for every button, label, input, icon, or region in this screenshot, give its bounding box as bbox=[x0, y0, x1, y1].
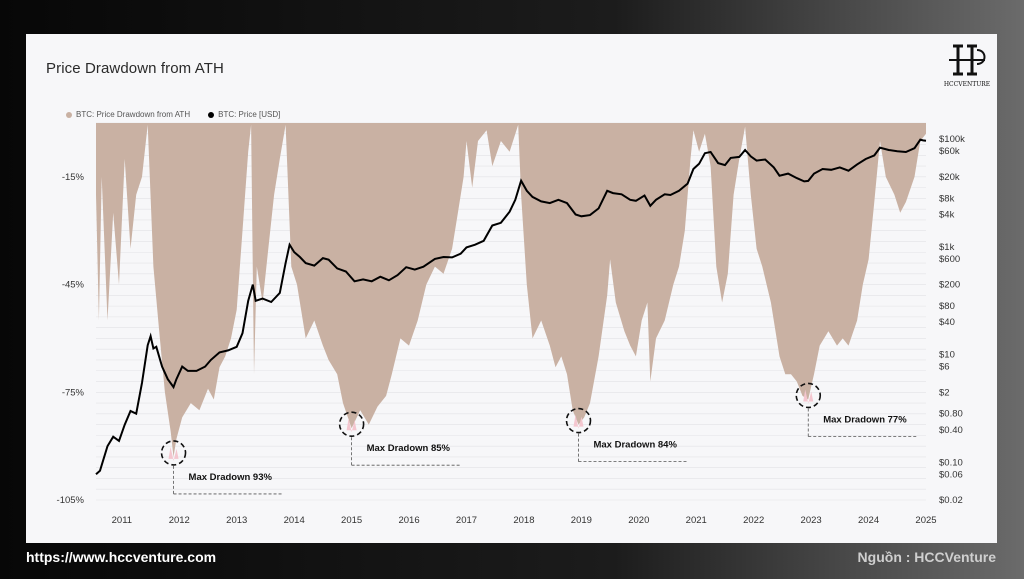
chart-legend: BTC: Price Drawdown from ATH BTC: Price … bbox=[66, 110, 280, 119]
x-tick-label: 2017 bbox=[456, 515, 477, 526]
drawdown-area bbox=[96, 123, 926, 457]
chart-title: Price Drawdown from ATH bbox=[46, 60, 224, 77]
x-tick-label: 2011 bbox=[112, 515, 132, 526]
hccventure-logo: HCCVENTURE bbox=[943, 42, 991, 88]
x-tick-label: 2025 bbox=[915, 515, 936, 526]
y-right-tick-label: $1k bbox=[939, 242, 955, 253]
annotation-label: Max Dradown 77% bbox=[823, 414, 907, 425]
legend-swatch-drawdown bbox=[66, 111, 72, 118]
legend-label-price: BTC: Price [USD] bbox=[218, 110, 281, 119]
y-right-tick-label: $10 bbox=[939, 350, 955, 361]
y-right-tick-label: $60k bbox=[939, 146, 960, 157]
chart-panel: Price Drawdown from ATH HCCVENTURE BTC: … bbox=[26, 34, 997, 543]
x-tick-label: 2013 bbox=[226, 515, 247, 526]
x-tick-label: 2022 bbox=[743, 515, 764, 526]
website-link[interactable]: https://www.hccventure.com bbox=[26, 549, 217, 565]
x-tick-label: 2021 bbox=[686, 515, 707, 526]
y-axis-left: -15% -45% -75% -105% bbox=[57, 172, 85, 506]
y-left-tick-label: -45% bbox=[62, 280, 85, 291]
y-right-tick-label: $600 bbox=[939, 254, 960, 265]
legend-item-drawdown[interactable]: BTC: Price Drawdown from ATH bbox=[66, 110, 190, 119]
y-right-tick-label: $0.10 bbox=[939, 457, 963, 468]
max-drawdown-highlight bbox=[168, 446, 179, 461]
max-drawdown-highlight bbox=[346, 418, 357, 433]
y-right-tick-label: $0.02 bbox=[939, 495, 963, 506]
y-right-tick-label: $0.40 bbox=[939, 425, 963, 436]
max-drawdown-circle bbox=[565, 407, 592, 434]
x-tick-label: 2016 bbox=[398, 515, 419, 526]
y-right-tick-label: $4k bbox=[939, 210, 955, 221]
y-right-tick-label: $20k bbox=[939, 172, 960, 183]
source-credit: Nguồn : HCCVenture bbox=[857, 549, 996, 565]
y-right-tick-label: $100k bbox=[939, 134, 965, 145]
x-tick-label: 2018 bbox=[513, 515, 534, 526]
x-tick-label: 2023 bbox=[801, 515, 822, 526]
y-right-tick-label: $80 bbox=[939, 301, 955, 312]
legend-item-price[interactable]: BTC: Price [USD] bbox=[208, 110, 280, 119]
annotation-label: Max Dradown 85% bbox=[367, 443, 451, 454]
y-right-tick-label: $2 bbox=[939, 387, 950, 398]
x-tick-label: 2012 bbox=[169, 515, 190, 526]
logo-text: HCCVENTURE bbox=[943, 81, 991, 88]
max-drawdown-circle bbox=[160, 440, 187, 466]
drawdown-chart: Max Dradown 93% Max Dradown 85% Max Dradow… bbox=[57, 122, 965, 526]
y-right-tick-label: $6 bbox=[939, 362, 950, 373]
y-right-tick-label: $8k bbox=[939, 193, 955, 204]
annotations: Max Dradown 93% Max Dradown 85% Max Dradow… bbox=[160, 382, 919, 495]
y-left-tick-label: -15% bbox=[62, 172, 85, 183]
annotation-label: Max Dradown 84% bbox=[593, 440, 677, 451]
y-right-tick-label: $0.80 bbox=[939, 409, 963, 420]
max-drawdown-circle bbox=[338, 411, 365, 437]
x-tick-label: 2024 bbox=[858, 515, 879, 526]
x-axis: 2011 2012 2013 2014 2015 2016 2017 2018 2019 2020… bbox=[112, 515, 937, 526]
max-drawdown-highlight bbox=[803, 389, 814, 404]
logo-mark-icon bbox=[949, 44, 986, 76]
y-axis-right: $100k$60k$20k$8k$4k$1k$600$200$80$40$10$… bbox=[939, 134, 965, 506]
price-line bbox=[95, 138, 927, 476]
max-drawdown-highlights bbox=[168, 389, 814, 461]
y-right-tick-label: $200 bbox=[939, 280, 960, 291]
x-tick-label: 2014 bbox=[284, 515, 305, 526]
max-drawdown-highlight bbox=[573, 414, 584, 429]
max-drawdown-circle bbox=[795, 382, 822, 409]
legend-swatch-price bbox=[208, 111, 215, 118]
x-tick-label: 2015 bbox=[341, 515, 362, 526]
y-right-tick-label: $0.06 bbox=[939, 469, 963, 480]
x-tick-label: 2019 bbox=[571, 515, 592, 526]
legend-label-drawdown: BTC: Price Drawdown from ATH bbox=[76, 110, 191, 119]
y-right-tick-label: $40 bbox=[939, 317, 955, 328]
x-tick-label: 2020 bbox=[628, 515, 649, 526]
y-left-tick-label: -75% bbox=[62, 387, 85, 398]
y-left-tick-label: -105% bbox=[57, 495, 85, 506]
annotation-label: Max Dradown 93% bbox=[189, 472, 273, 483]
